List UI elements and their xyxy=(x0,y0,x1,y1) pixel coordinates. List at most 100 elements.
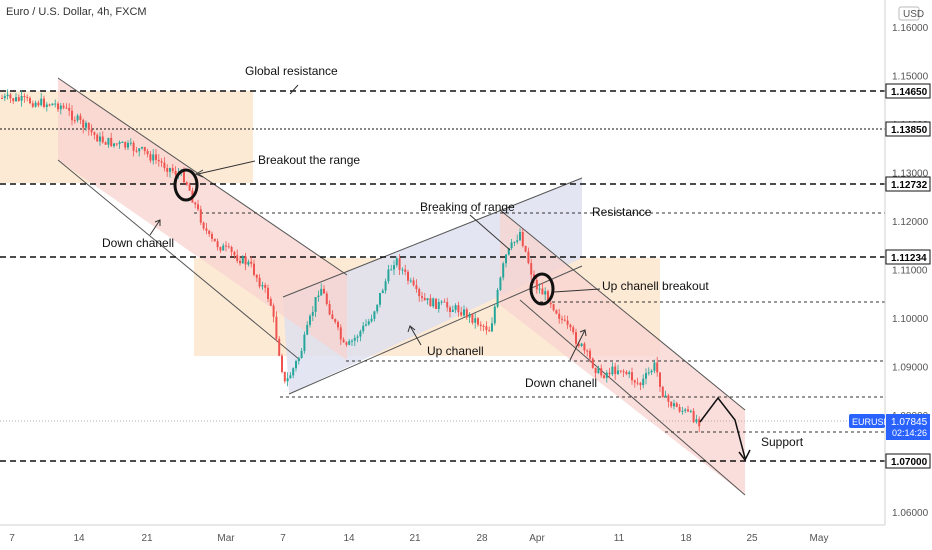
candle-body xyxy=(292,368,295,376)
candle-body xyxy=(171,168,174,171)
candle-body xyxy=(320,288,323,296)
candle-body xyxy=(586,350,589,352)
candle-body xyxy=(625,371,628,375)
candle-body xyxy=(468,313,471,318)
y-tick-label: 1.15000 xyxy=(892,72,929,83)
candle-body xyxy=(698,419,701,427)
candle-body xyxy=(614,366,617,374)
candle-body xyxy=(281,355,283,372)
candle-body xyxy=(460,312,463,316)
candle-body xyxy=(569,324,572,328)
candle-body xyxy=(449,307,451,312)
candle-body xyxy=(17,97,20,101)
candle-body xyxy=(656,362,659,373)
candle-body xyxy=(695,419,698,423)
down-channel-2-lower[interactable] xyxy=(519,299,746,496)
candle-body xyxy=(409,280,412,282)
candle-body xyxy=(479,324,482,326)
y-tick-label: 1.09000 xyxy=(892,363,929,374)
candle-body xyxy=(412,280,415,286)
candle-body xyxy=(507,248,510,255)
candle-body xyxy=(93,132,96,135)
candle-body xyxy=(149,154,152,161)
candle-body xyxy=(563,319,566,321)
candle-body xyxy=(611,366,614,375)
arrow-down-chanell-1 xyxy=(149,219,161,236)
candle-body xyxy=(356,336,359,338)
candle-body xyxy=(258,277,261,287)
up-channel-upper[interactable] xyxy=(282,177,583,298)
candle-body xyxy=(157,159,160,162)
down-channel-1-lower[interactable] xyxy=(57,159,301,361)
candle-body xyxy=(664,395,667,398)
candle-body xyxy=(603,375,605,378)
candle-body xyxy=(687,409,689,412)
candle-body xyxy=(65,107,68,109)
candle-body xyxy=(169,168,171,172)
down-channel-2-fill xyxy=(500,210,745,495)
x-tick-label: 28 xyxy=(476,533,488,544)
candle-body xyxy=(236,255,239,261)
candle-body xyxy=(121,141,124,143)
candle-body xyxy=(575,332,577,344)
x-tick-label: 25 xyxy=(746,533,758,544)
candle-body xyxy=(37,102,40,106)
candle-body xyxy=(440,301,443,303)
candle-body xyxy=(451,309,454,312)
candle-body xyxy=(141,147,143,149)
candle-body xyxy=(647,372,650,374)
level-box-107000 xyxy=(885,453,931,469)
candle-body xyxy=(197,204,199,210)
candle-body xyxy=(519,232,521,241)
candle-body xyxy=(437,301,440,309)
candle-body xyxy=(365,324,367,326)
candle-body xyxy=(135,150,138,152)
candle-body xyxy=(583,343,586,351)
candle-body xyxy=(255,274,258,278)
candle-body xyxy=(471,313,474,323)
level-label-107000: 1.07000 xyxy=(891,457,928,468)
level-box-111234 xyxy=(885,249,931,265)
candle-body xyxy=(107,137,110,145)
candle-body xyxy=(670,401,673,407)
candle-body xyxy=(538,288,541,290)
candle-body xyxy=(118,142,121,145)
candle-body xyxy=(9,94,12,99)
projection-arrowhead xyxy=(738,449,751,462)
label-global-resistance: Global resistance xyxy=(245,64,338,78)
candle-body xyxy=(247,261,250,265)
arrow-breaking-range xyxy=(469,214,511,251)
candle-body xyxy=(689,410,692,412)
candle-body xyxy=(499,277,502,291)
candle-body xyxy=(211,233,213,239)
candle-body xyxy=(283,371,286,382)
candle-body xyxy=(370,318,373,322)
candle-body xyxy=(96,134,99,142)
candle-body xyxy=(289,375,292,379)
down-channel-2-upper[interactable] xyxy=(499,209,746,411)
candle-body xyxy=(421,296,423,298)
x-tick-label: 11 xyxy=(614,533,625,544)
time-scale[interactable] xyxy=(0,525,885,550)
candle-body xyxy=(549,302,552,305)
candle-body xyxy=(594,367,597,374)
symbol-badge-text: EURUSD xyxy=(852,417,891,427)
candle-body xyxy=(54,103,57,105)
candle-body xyxy=(90,129,93,133)
candle-body xyxy=(331,314,334,320)
x-tick-label: 7 xyxy=(280,533,286,544)
candle-body xyxy=(43,98,45,107)
candle-body xyxy=(51,103,54,106)
up-channel-lower[interactable] xyxy=(288,265,583,395)
candle-body xyxy=(558,313,561,319)
candle-body xyxy=(15,97,17,102)
price-badge-countdown: 02:14:26 xyxy=(892,428,927,438)
candles xyxy=(1,89,701,433)
candle-body xyxy=(143,147,146,152)
candle-body xyxy=(600,368,603,376)
price-badge-value: 1.07845 xyxy=(891,417,928,428)
candle-body xyxy=(446,302,449,308)
candle-body xyxy=(423,297,426,301)
currency-badge[interactable] xyxy=(898,6,920,21)
